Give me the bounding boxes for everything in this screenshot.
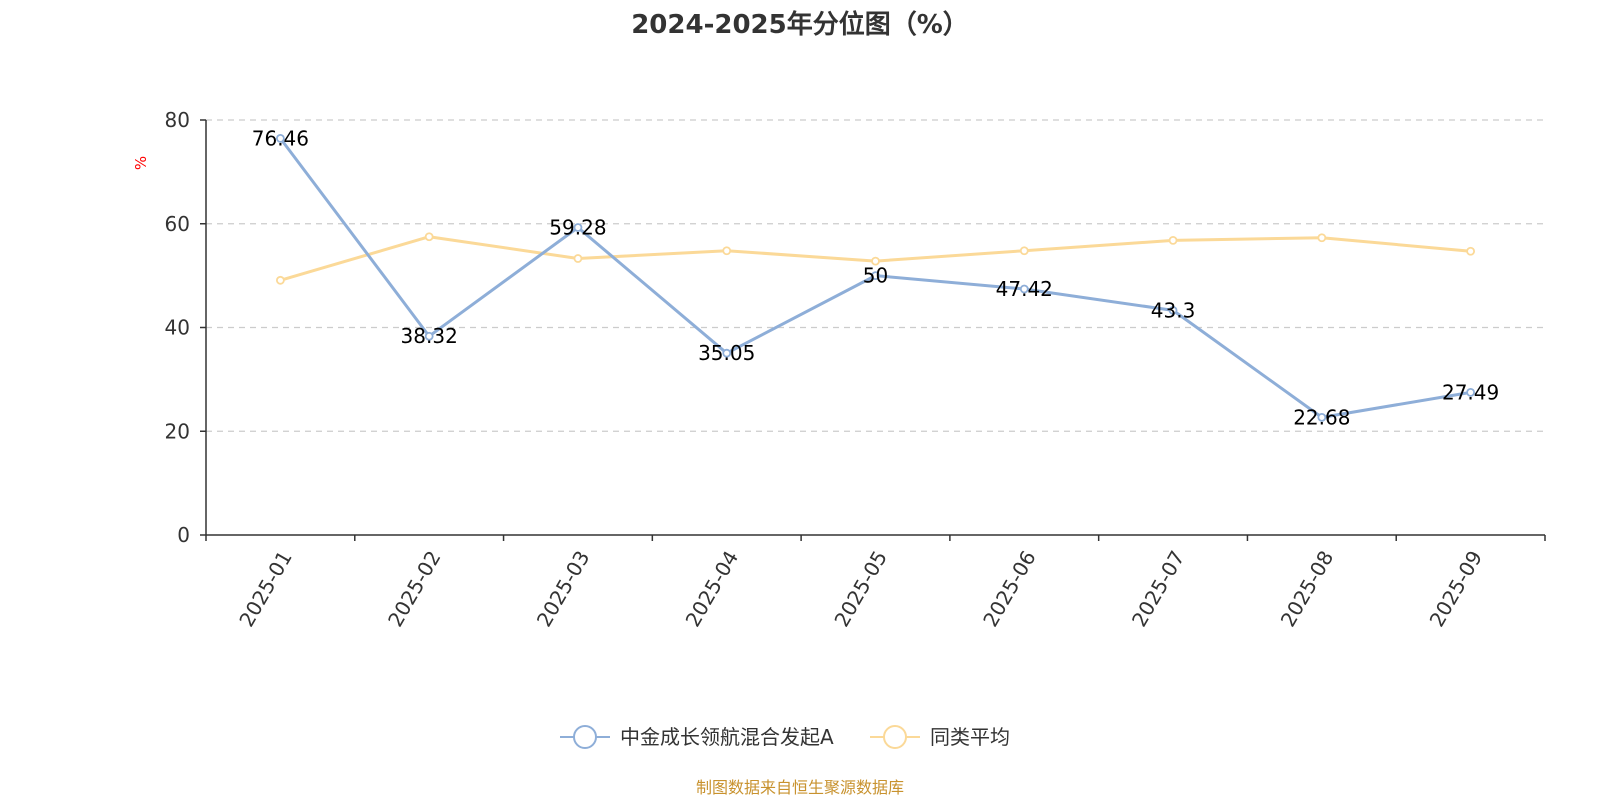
point-s0-6 (1168, 305, 1178, 315)
x-tick-label-2025-04: 2025-04 (681, 547, 744, 631)
chart-title: 2024-2025年分位图（%） (631, 9, 969, 40)
point-s1-3 (722, 246, 732, 256)
point-s1-0 (275, 275, 285, 285)
point-s1-8 (1466, 246, 1476, 256)
legend-item-1[interactable]: 同类平均 (870, 725, 1010, 749)
data-label-s0-4: 50 (863, 264, 888, 288)
source-note: 制图数据来自恒生聚源数据库 (696, 778, 904, 797)
y-tick-label-0: 0 (177, 523, 190, 547)
data-label-s0-8: 27.49 (1442, 380, 1499, 404)
x-tick-label-2025-05: 2025-05 (829, 547, 892, 631)
point-s0-4 (871, 271, 880, 281)
x-tick-label-2025-06: 2025-06 (978, 547, 1041, 631)
legend-item-0[interactable]: 中金成长领航混合发起A (560, 725, 834, 749)
point-s1-4 (871, 256, 880, 266)
x-tick-label-2025-07: 2025-07 (1127, 547, 1190, 631)
y-tick-label-40: 40 (165, 316, 190, 340)
series-lines (275, 133, 1476, 422)
y-tick-label-80: 80 (165, 108, 190, 132)
point-s1-7 (1317, 233, 1327, 243)
legend-marker-1 (883, 725, 907, 749)
legend-label-0: 中金成长领航混合发起A (620, 725, 834, 749)
data-label-s0-0: 76.46 (252, 126, 309, 150)
point-s0-1 (424, 331, 434, 341)
point-s0-0 (275, 133, 285, 143)
point-s1-1 (424, 232, 434, 242)
data-label-s0-1: 38.32 (401, 324, 458, 348)
x-tick-label-2025-08: 2025-08 (1276, 547, 1339, 631)
data-label-s0-7: 22.68 (1293, 405, 1350, 429)
legend-marker-0 (573, 725, 597, 749)
point-s0-7 (1317, 412, 1327, 422)
x-tick-label-2025-02: 2025-02 (383, 547, 446, 631)
data-label-s0-2: 59.28 (549, 215, 606, 239)
x-tick-label-2025-03: 2025-03 (532, 547, 595, 631)
axes: 0 20 40 60 80 2025-01 2025-02 2025-03 2025-04 202… (165, 108, 1546, 631)
data-label-s0-3: 35.05 (698, 341, 755, 365)
y-axis-unit-label: % (132, 156, 150, 170)
y-tick-label-60: 60 (165, 212, 190, 236)
point-s1-2 (573, 254, 583, 263)
point-s0-3 (722, 348, 732, 358)
x-tick-label-2025-09: 2025-09 (1424, 547, 1487, 631)
data-label-s0-5: 47.42 (996, 277, 1053, 301)
point-s1-6 (1168, 235, 1178, 245)
point-s0-5 (1019, 284, 1029, 294)
x-tick-label-2025-01: 2025-01 (234, 547, 297, 631)
y-tick-label-20: 20 (165, 419, 190, 443)
data-labels: 76.46 38.32 59.28 35.05 50 47.42 43.3 22.68 27.4… (252, 126, 1499, 429)
data-label-s0-6: 43.3 (1151, 298, 1196, 322)
legend[interactable]: 中金成长领航混合发起A 同类平均 (560, 725, 1010, 749)
point-s1-5 (1019, 246, 1029, 256)
legend-label-1: 同类平均 (930, 725, 1010, 749)
point-s0-2 (573, 223, 583, 232)
grid-lines (206, 119, 1545, 432)
point-s0-8 (1466, 387, 1476, 397)
